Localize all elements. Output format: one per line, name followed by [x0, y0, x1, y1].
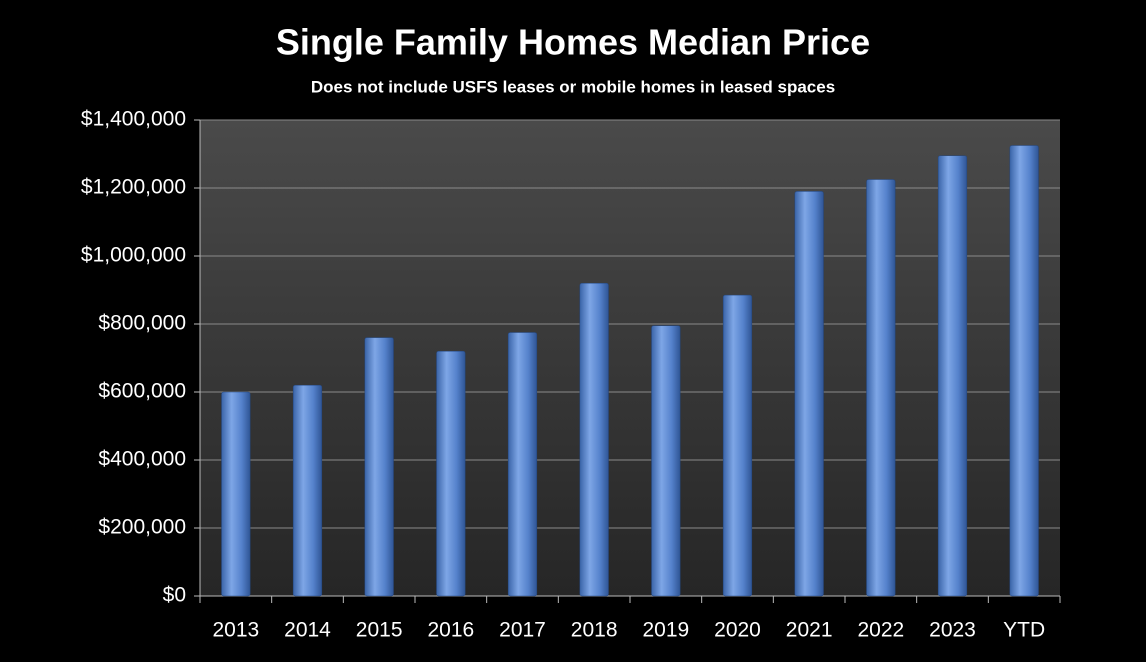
bar: [866, 179, 896, 597]
y-tick-label: $800,000: [98, 312, 186, 335]
bar: [292, 384, 323, 597]
x-tick-label: 2013: [212, 619, 259, 642]
y-tick-label: $600,000: [98, 380, 186, 403]
x-tick-label: 2018: [571, 619, 618, 642]
x-tick-label: 2017: [499, 619, 546, 642]
bar: [364, 337, 394, 597]
x-tick-label: 2019: [642, 619, 689, 642]
bar: [436, 350, 466, 597]
bar: [722, 294, 753, 597]
y-tick-label: $1,200,000: [81, 176, 186, 199]
bar: [794, 191, 824, 597]
y-tick-label: $0: [163, 584, 186, 607]
bar: [1009, 145, 1039, 597]
chart-title: Single Family Homes Median Price: [276, 22, 870, 63]
x-tick-label: 2014: [284, 619, 331, 642]
x-tick-label: 2016: [427, 619, 474, 642]
x-tick-label: 2022: [857, 619, 904, 642]
y-tick-label: $200,000: [98, 516, 186, 539]
x-tick-label: YTD: [1003, 619, 1045, 642]
y-tick-label: $1,000,000: [81, 244, 186, 267]
x-tick-label: 2015: [356, 619, 403, 642]
y-tick-label: $1,400,000: [81, 108, 186, 131]
bar: [221, 391, 251, 597]
bar: [507, 332, 538, 597]
x-tick-label: 2021: [786, 619, 833, 642]
chart-subtitle: Does not include USFS leases or mobile h…: [311, 77, 835, 96]
x-tick-label: 2020: [714, 619, 761, 642]
y-tick-label: $400,000: [98, 448, 186, 471]
bar: [579, 282, 609, 597]
bar: [651, 325, 681, 597]
plot-area: [200, 120, 1060, 596]
x-tick-label: 2023: [929, 619, 976, 642]
bar: [937, 155, 968, 597]
